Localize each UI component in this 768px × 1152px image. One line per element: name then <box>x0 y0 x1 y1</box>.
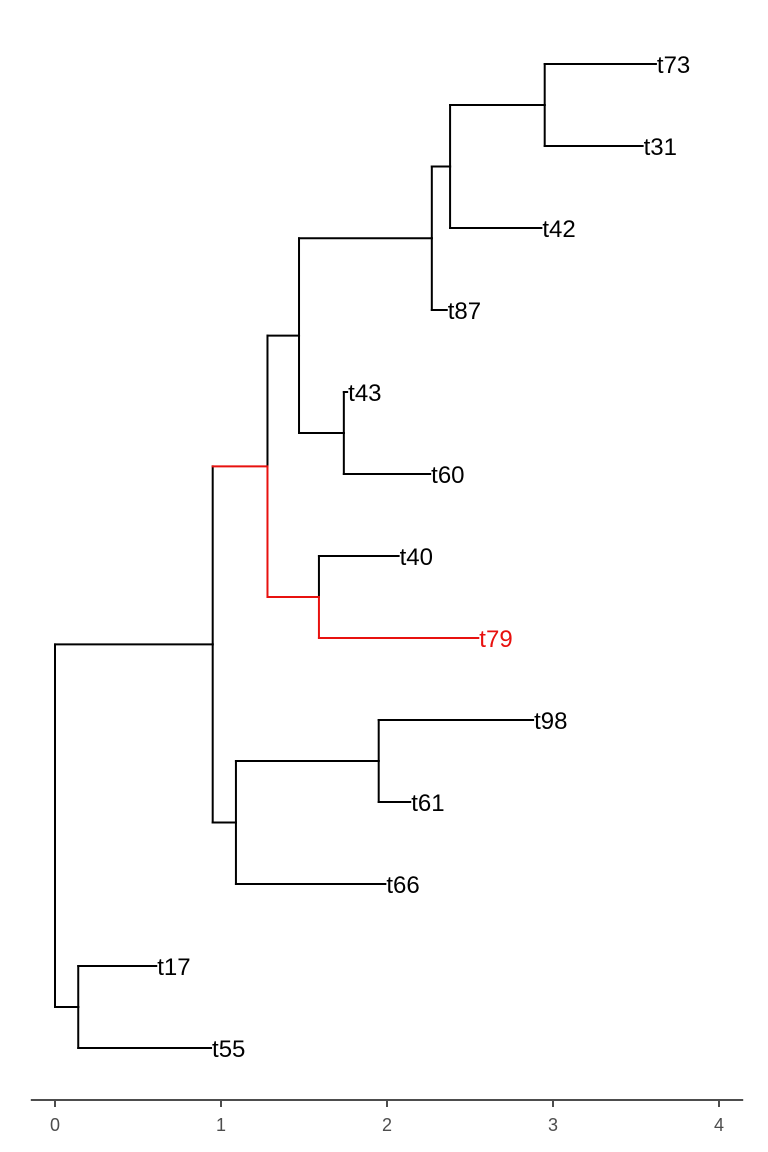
x-tick-label-0: 0 <box>50 1115 60 1135</box>
tip-labels: t73 t31 t42 t87 t43 t60 t40 t79 t98 t61 t66 t17 t55 <box>157 52 690 1063</box>
x-tick-label-3: 3 <box>548 1115 558 1135</box>
tip-label-t61: t61 <box>411 790 444 817</box>
tip-label-t98: t98 <box>534 708 567 735</box>
tip-label-t87: t87 <box>448 298 481 325</box>
tip-label-t55: t55 <box>212 1036 245 1063</box>
tip-label-t66: t66 <box>386 872 419 899</box>
tip-label-t31: t31 <box>644 134 677 161</box>
tip-label-t40: t40 <box>400 544 433 571</box>
tip-label-t42: t42 <box>542 216 575 243</box>
tip-label-t43: t43 <box>348 380 381 407</box>
tip-label-t17: t17 <box>157 954 190 981</box>
x-tick-label-2: 2 <box>382 1115 392 1135</box>
tree-branches <box>54 63 657 1049</box>
tip-label-t60: t60 <box>431 462 464 489</box>
tip-label-t79: t79 <box>479 626 512 653</box>
x-axis: 0 1 2 3 4 <box>30 1099 744 1135</box>
x-tick-label-4: 4 <box>714 1115 724 1135</box>
tip-label-t73: t73 <box>657 52 690 79</box>
x-tick-label-1: 1 <box>216 1115 226 1135</box>
